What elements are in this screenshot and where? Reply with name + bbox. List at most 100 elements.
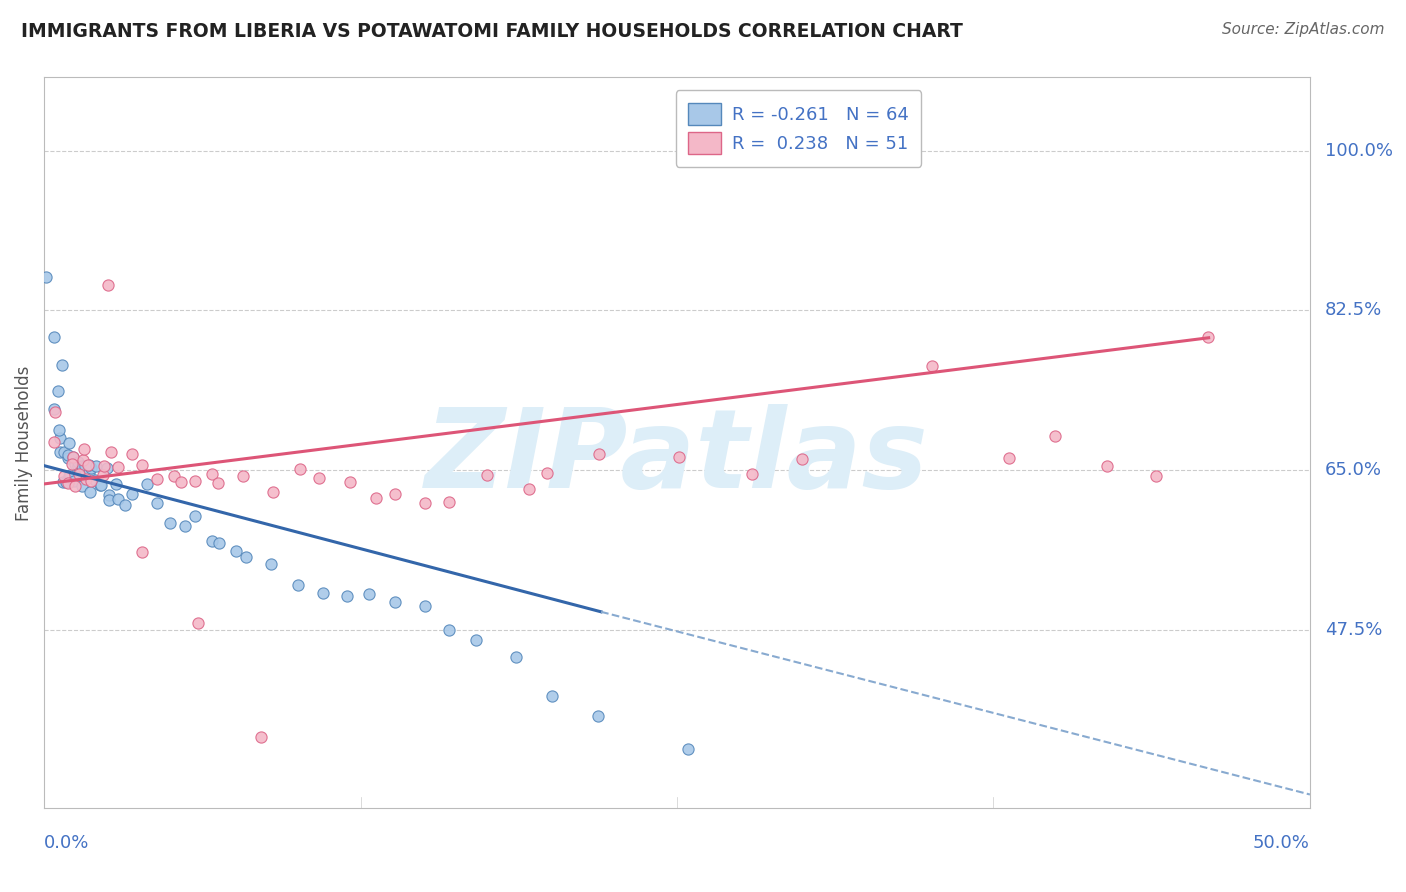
Point <box>89 478 111 492</box>
Point <box>287 578 309 592</box>
Point <box>288 462 311 476</box>
Point <box>413 496 436 510</box>
Point <box>439 624 461 638</box>
Text: 100.0%: 100.0% <box>1324 142 1393 160</box>
Text: IMMIGRANTS FROM LIBERIA VS POTAWATOMI FAMILY HOUSEHOLDS CORRELATION CHART: IMMIGRANTS FROM LIBERIA VS POTAWATOMI FA… <box>21 22 963 41</box>
Point <box>536 466 558 480</box>
Point <box>97 278 120 293</box>
Point <box>1095 458 1118 473</box>
Text: 50.0%: 50.0% <box>1253 834 1310 852</box>
Point <box>131 458 153 472</box>
Point <box>225 544 247 558</box>
Point <box>540 690 562 704</box>
Point <box>921 359 943 374</box>
Point <box>676 742 699 756</box>
Point <box>73 458 96 473</box>
Point <box>75 467 97 481</box>
Point <box>70 479 93 493</box>
Point <box>80 460 103 475</box>
Point <box>35 270 58 285</box>
Point <box>146 496 169 510</box>
Point <box>146 472 169 486</box>
Point <box>48 423 70 437</box>
Point <box>1043 429 1066 443</box>
Point <box>187 615 209 630</box>
Point <box>174 519 197 533</box>
Point <box>121 487 143 501</box>
Point <box>63 457 86 471</box>
Point <box>67 467 90 481</box>
Point <box>91 468 114 483</box>
Point <box>998 450 1021 465</box>
Point <box>72 453 94 467</box>
Point <box>75 471 97 485</box>
Point <box>741 467 763 482</box>
Point <box>48 384 70 398</box>
Point <box>415 599 437 614</box>
Point <box>62 450 84 464</box>
Point <box>58 468 80 483</box>
Point <box>58 450 80 465</box>
Point <box>59 468 82 483</box>
Point <box>208 535 231 549</box>
Point <box>93 458 115 473</box>
Point <box>84 458 107 473</box>
Point <box>790 451 813 466</box>
Point <box>53 469 76 483</box>
Point <box>235 549 257 564</box>
Point <box>262 485 284 500</box>
Point <box>66 464 89 478</box>
Point <box>104 477 127 491</box>
Point <box>384 595 406 609</box>
Point <box>475 467 498 482</box>
Text: 65.0%: 65.0% <box>1324 461 1382 479</box>
Point <box>62 450 84 464</box>
Point <box>121 447 143 461</box>
Point <box>131 545 153 559</box>
Point <box>79 484 101 499</box>
Point <box>63 474 86 488</box>
Point <box>336 589 359 603</box>
Text: ZIPatlas: ZIPatlas <box>425 404 929 511</box>
Point <box>52 475 75 490</box>
Point <box>72 472 94 486</box>
Legend: R = -0.261   N = 64, R =  0.238   N = 51: R = -0.261 N = 64, R = 0.238 N = 51 <box>676 90 921 167</box>
Point <box>159 516 181 530</box>
Point <box>49 431 72 445</box>
Point <box>51 358 73 372</box>
Point <box>53 445 76 459</box>
Y-axis label: Family Households: Family Households <box>15 365 32 521</box>
Point <box>90 477 112 491</box>
Point <box>308 471 330 485</box>
Point <box>56 476 79 491</box>
Point <box>359 587 381 601</box>
Point <box>312 586 335 600</box>
Point <box>184 509 207 524</box>
Point <box>42 401 65 416</box>
Point <box>517 483 540 497</box>
Point <box>97 492 120 507</box>
Point <box>384 487 406 501</box>
Point <box>207 476 229 491</box>
Text: 0.0%: 0.0% <box>44 834 90 852</box>
Point <box>80 474 103 488</box>
Point <box>505 649 527 664</box>
Point <box>1144 469 1167 483</box>
Point <box>77 458 100 473</box>
Point <box>42 435 65 450</box>
Point <box>44 404 66 418</box>
Text: Source: ZipAtlas.com: Source: ZipAtlas.com <box>1222 22 1385 37</box>
Point <box>107 491 129 506</box>
Point <box>260 558 283 572</box>
Point <box>66 458 89 473</box>
Point <box>72 442 94 456</box>
Point <box>249 731 271 745</box>
Point <box>201 533 224 548</box>
Point <box>65 479 87 493</box>
Point <box>48 445 70 459</box>
Point <box>98 488 121 502</box>
Point <box>232 468 254 483</box>
Point <box>135 476 157 491</box>
Point <box>183 475 205 489</box>
Point <box>107 460 129 475</box>
